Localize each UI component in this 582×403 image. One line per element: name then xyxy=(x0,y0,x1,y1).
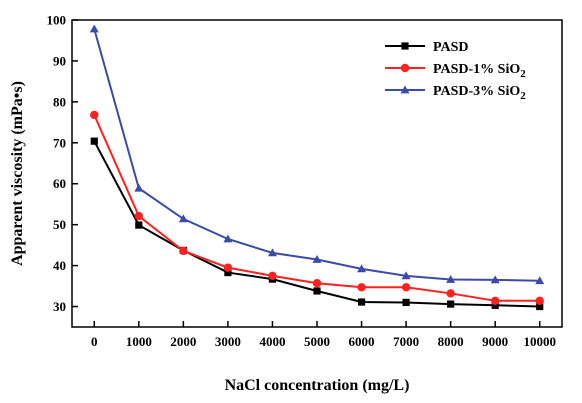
data-point-circle xyxy=(401,283,411,292)
y-tick-label: 50 xyxy=(53,217,66,232)
data-point-triangle xyxy=(535,276,545,285)
legend-label-main: PASD xyxy=(433,40,469,55)
data-point-circle xyxy=(357,283,366,292)
data-point-square xyxy=(135,221,143,229)
data-point-circle xyxy=(312,279,322,288)
plot-series xyxy=(89,24,545,311)
legend-item: PASD-3% SiO2 xyxy=(385,84,526,102)
x-tick-label: 10000 xyxy=(523,334,556,349)
data-point-square xyxy=(90,137,98,145)
y-axis-ticks: 30 40 50 60 70 80 90 100 xyxy=(47,13,78,314)
y-tick-label: 40 xyxy=(53,258,66,273)
data-point-triangle xyxy=(401,271,411,280)
series-line xyxy=(93,114,540,302)
legend-label-main: PASD-3% SiO xyxy=(433,84,520,99)
legend-label: PASD-1% SiO2 xyxy=(433,62,526,80)
legend-item: PASD-1% SiO2 xyxy=(385,62,526,80)
y-tick-label: 90 xyxy=(53,53,66,68)
data-point-triangle xyxy=(134,183,144,192)
legend-label-subscript: 2 xyxy=(520,90,526,102)
series-3 xyxy=(89,24,545,285)
x-tick-label: 1000 xyxy=(126,334,152,349)
x-axis-label: NaCl concentration (mg/L) xyxy=(225,377,410,394)
data-point-triangle xyxy=(267,248,277,257)
series-2 xyxy=(90,110,544,306)
x-tick-label: 2000 xyxy=(170,334,196,349)
data-point-circle xyxy=(268,271,277,281)
data-point-circle xyxy=(400,63,410,73)
x-axis-ticks: 0 1000 2000 3000 4000 5000 6000 7000 8000 9000 100… xyxy=(91,321,556,349)
y-axis-label: Apparent viscosity (mPa•s) xyxy=(9,81,26,266)
x-tick-label: 4000 xyxy=(259,334,285,349)
data-point-circle xyxy=(535,296,544,306)
data-point-square xyxy=(401,42,409,50)
x-tick-label: 8000 xyxy=(438,334,464,349)
y-tick-label: 30 xyxy=(53,299,66,314)
data-point-triangle xyxy=(312,254,322,263)
legend-label-main: PASD-1% SiO xyxy=(433,62,520,77)
data-point-triangle xyxy=(400,85,410,94)
y-tick-label: 100 xyxy=(47,13,67,28)
x-tick-label: 6000 xyxy=(349,334,375,349)
legend-item: PASD xyxy=(385,40,469,55)
legend-label-subscript: 2 xyxy=(520,68,526,80)
data-point-square xyxy=(313,287,321,295)
data-point-circle xyxy=(179,246,188,256)
legend-label: PASD-3% SiO2 xyxy=(433,84,526,102)
data-point-circle xyxy=(134,211,144,221)
data-point-circle xyxy=(490,296,500,306)
y-tick-label: 80 xyxy=(53,94,66,109)
x-tick-label: 7000 xyxy=(393,334,419,349)
x-tick-label: 3000 xyxy=(215,334,241,349)
data-point-triangle xyxy=(490,275,500,284)
data-point-square xyxy=(491,301,499,309)
plot-frame xyxy=(71,19,563,328)
data-point-circle xyxy=(223,263,233,272)
data-point-square xyxy=(447,300,455,308)
data-point-square xyxy=(536,302,544,311)
data-point-square xyxy=(402,298,410,307)
data-point-square xyxy=(357,298,366,306)
data-point-triangle xyxy=(178,214,188,223)
data-point-square xyxy=(224,268,232,277)
x-tick-label: 9000 xyxy=(482,334,508,349)
data-point-triangle xyxy=(446,275,456,283)
legend-label: PASD xyxy=(433,40,469,55)
x-tick-label: 0 xyxy=(91,334,98,349)
y-tick-label: 60 xyxy=(53,176,66,191)
data-point-triangle xyxy=(357,264,367,273)
y-tick-label: 70 xyxy=(53,135,66,150)
data-point-triangle xyxy=(223,234,233,243)
data-point-circle xyxy=(90,110,99,120)
x-tick-label: 5000 xyxy=(304,334,330,349)
data-point-triangle xyxy=(89,24,99,33)
data-point-circle xyxy=(446,289,455,298)
